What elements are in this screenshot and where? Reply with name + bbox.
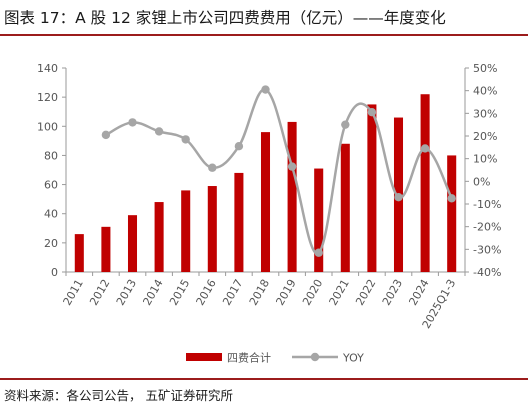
y-right-tick-label: 30% [473, 107, 497, 120]
bar-2018 [260, 132, 271, 272]
y-left-tick-label: 0 [51, 266, 58, 279]
x-tick-label: 2020 [300, 277, 325, 308]
y-right-tick-label: -20% [473, 221, 501, 234]
yoy-point-2021 [341, 120, 350, 129]
y-left-tick-label: 120 [37, 91, 58, 104]
legend-swatch-fees [186, 353, 222, 361]
y-right-tick-label: 10% [473, 153, 497, 166]
yoy-point-2025Q1-3 [447, 194, 456, 203]
bar-2024 [420, 94, 430, 272]
x-tick-label: 2012 [87, 277, 112, 308]
x-tick-label: 2018 [247, 277, 272, 308]
x-tick-label: 2024 [406, 277, 431, 308]
bar-2022 [367, 104, 377, 272]
yoy-point-2022 [367, 108, 377, 117]
bar-2011 [74, 234, 84, 272]
y-right-tick-label: -10% [473, 198, 501, 211]
bar-2017 [234, 172, 244, 272]
chart-title: 图表 17：A 股 12 家锂上市公司四费费用（亿元）——年度变化 [4, 9, 446, 27]
y-left-tick-label: 40 [44, 208, 58, 221]
y-left-tick-label: 140 [37, 62, 58, 75]
legend-label-yoy: YOY [342, 352, 364, 365]
yoy-point-2012 [101, 130, 111, 140]
footer-divider [0, 378, 528, 380]
x-tick-label: 2016 [194, 277, 219, 308]
bar-2020 [314, 168, 324, 272]
bar-2014 [154, 202, 164, 272]
legend-label-fees: 四费合计 [227, 351, 271, 365]
x-tick-label: 2023 [380, 277, 405, 308]
source-note: 资料来源：各公司公告， 五矿证券研究所 [4, 388, 233, 403]
yoy-point-2023 [394, 193, 403, 202]
bar-2015 [181, 190, 191, 272]
bar-2013 [127, 215, 138, 272]
y-left-tick-label: 100 [37, 120, 58, 133]
x-tick-label: 2014 [140, 277, 165, 308]
yoy-point-2019 [287, 162, 297, 171]
x-tick-label: 2019 [273, 277, 298, 308]
yoy-point-2018 [261, 85, 270, 94]
y-right-tick-label: 0% [473, 175, 490, 188]
bar-2012 [101, 226, 111, 272]
line-series-yoy [101, 85, 456, 257]
y-right-tick-label: -30% [473, 243, 501, 256]
bar-2025Q1-3 [447, 155, 457, 272]
y-left-tick-label: 60 [44, 179, 58, 192]
y-right-tick-label: 40% [473, 85, 497, 98]
y-left-tick-label: 80 [44, 149, 58, 162]
yoy-point-2013 [128, 118, 137, 127]
bar-line-chart: 0 20 40 60 80 100 120 140 -40% -30% -20% -10% 0% 10% 2… [37, 62, 501, 365]
axes: 0 20 40 60 80 100 120 140 -40% -30% -20% -10% 0% 10% 2… [37, 62, 501, 279]
y-right-tick-label: 20% [473, 130, 497, 143]
x-tick-labels: 2011 2012 2013 2014 2015 2016 2017 2018 2019 2020… [61, 277, 459, 331]
x-tick-label: 2022 [353, 277, 378, 308]
x-tick-label: 2011 [61, 277, 86, 308]
legend-swatch-yoy-marker [310, 352, 320, 362]
bar-2021 [340, 143, 350, 272]
x-tick-label: 2013 [114, 277, 139, 308]
yoy-point-2024 [420, 144, 430, 153]
bar-2016 [207, 186, 217, 272]
title-divider [0, 34, 528, 36]
yoy-point-2014 [154, 127, 164, 136]
bar-2019 [287, 121, 297, 273]
x-tick-label: 2015 [167, 277, 192, 308]
legend: 四费合计 YOY [186, 351, 364, 365]
y-right-tick-label: -40% [473, 266, 501, 279]
yoy-point-2015 [181, 135, 190, 144]
yoy-point-2016 [208, 163, 217, 172]
y-left-tick-label: 20 [44, 237, 58, 250]
x-tick-label: 2021 [327, 277, 352, 308]
yoy-line [105, 88, 453, 255]
yoy-point-2020 [314, 248, 323, 257]
x-tick-label: 2017 [220, 277, 245, 308]
y-right-tick-label: 50% [473, 62, 497, 75]
yoy-point-2017 [234, 142, 244, 151]
